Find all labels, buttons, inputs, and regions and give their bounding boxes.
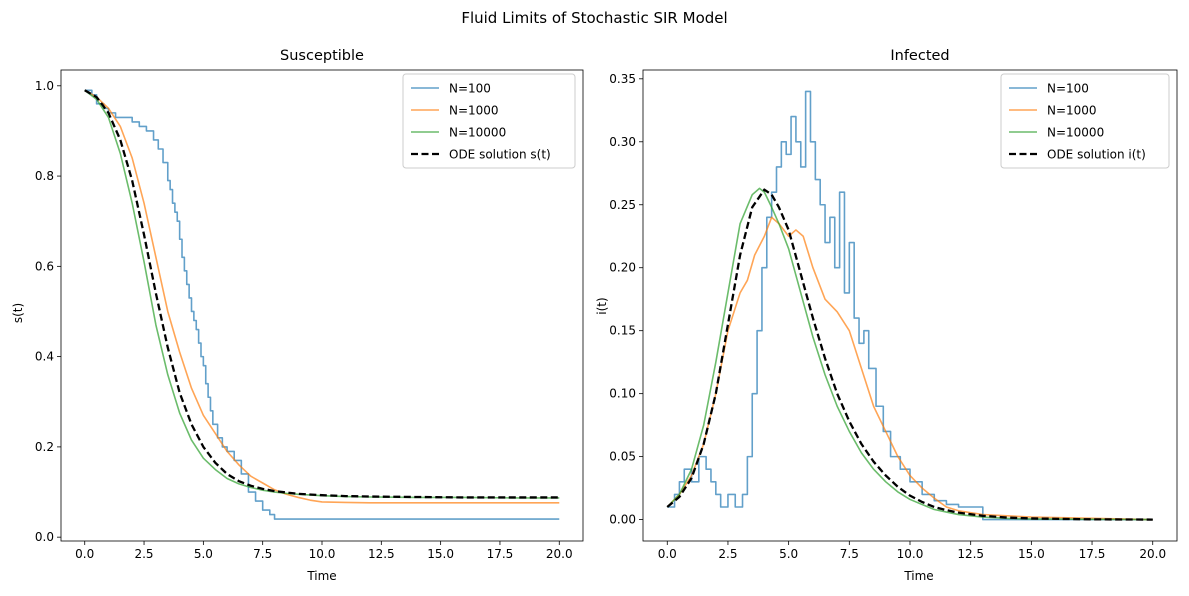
- infected-legend-label: N=1000: [1047, 104, 1097, 118]
- infected-chart-title: Infected: [890, 48, 949, 64]
- infected-y-tick-label: 0.35: [609, 72, 636, 86]
- susceptible-x-tick-label: 10.0: [309, 547, 336, 561]
- susceptible-plot-area: 0.0 2.5 5.0 7.5 10.0 12.5 15.0 17.5 20.0 0.0 0.2 0.…: [35, 69, 584, 561]
- infected-y-tick-label: 0.10: [609, 387, 636, 401]
- susceptible-x-tick-label: 12.5: [368, 547, 395, 561]
- susceptible-y-tick-label: 0.0: [35, 530, 54, 544]
- susceptible-legend-label: N=100: [449, 82, 491, 96]
- susceptible-series-line-3: [84, 89, 560, 499]
- infected-y-tick-label: 0.15: [609, 324, 636, 338]
- infected-legend-box: [1000, 73, 1170, 169]
- susceptible-x-tick-label: 17.5: [487, 547, 514, 561]
- susceptible-legend-label: N=1000: [449, 104, 499, 118]
- infected-x-axis-label: Time: [903, 569, 933, 583]
- infected-x-tick-label: 17.5: [1079, 547, 1106, 561]
- infected-x-tick-label: 12.5: [957, 547, 984, 561]
- infected-y-tick-label: 0.05: [609, 450, 636, 464]
- susceptible-y-tick-label: 0.6: [35, 259, 54, 273]
- infected-legend-label: ODE solution i(t): [1047, 148, 1146, 162]
- infected-y-tick-label: 0.25: [609, 198, 636, 212]
- susceptible-legend-label: N=10000: [449, 126, 506, 140]
- susceptible-series-line-0: [84, 89, 560, 520]
- infected-legend-label: N=10000: [1047, 126, 1104, 140]
- infected-y-tick-label: 0.20: [609, 261, 636, 275]
- susceptible-x-tick-label: 2.5: [134, 547, 153, 561]
- infected-series-line-2: [666, 187, 1153, 521]
- infected-x-tick-label: 7.5: [840, 547, 859, 561]
- infected-y-tick-label: 0.30: [609, 135, 636, 149]
- susceptible-series-line-1: [84, 89, 560, 504]
- susceptible-x-axis-label: Time: [306, 569, 336, 583]
- infected-legend: N=100 N=1000 N=10000 ODE solution i(t): [1000, 73, 1170, 169]
- infected-x-tick-label: 0.0: [658, 547, 677, 561]
- infected-x-tick-label: 20.0: [1139, 547, 1166, 561]
- susceptible-x-tick-label: 5.0: [194, 547, 213, 561]
- infected-series-line-3: [666, 188, 1153, 521]
- susceptible-y-tick-label: 0.4: [35, 350, 54, 364]
- susceptible-legend-box: [402, 73, 576, 169]
- susceptible-x-tick-label: 15.0: [427, 547, 454, 561]
- susceptible-x-tick-label: 20.0: [546, 547, 573, 561]
- infected-plot-area: 0.0 2.5 5.0 7.5 10.0 12.5 15.0 17.5 20.0 0.00 0.05…: [609, 69, 1178, 561]
- susceptible-y-tick-label: 0.2: [35, 440, 54, 454]
- infected-series-line-1: [666, 216, 1153, 521]
- infected-chart: Infected Time i(t) 0.0 2.5 5.0 7.5 10.0 12.5 1…: [595, 48, 1178, 583]
- susceptible-y-tick-label: 0.8: [35, 169, 54, 183]
- infected-x-tick-label: 5.0: [779, 547, 798, 561]
- susceptible-x-tick-label: 0.0: [75, 547, 94, 561]
- infected-y-tick-label: 0.00: [609, 513, 636, 527]
- infected-series-line-0: [667, 90, 1153, 521]
- susceptible-y-axis-label: s(t): [11, 303, 25, 323]
- infected-legend-label: N=100: [1047, 82, 1089, 96]
- susceptible-y-tick-label: 1.0: [35, 79, 54, 93]
- infected-x-tick-label: 2.5: [718, 547, 737, 561]
- susceptible-chart-title: Susceptible: [280, 48, 364, 64]
- infected-x-tick-label: 10.0: [897, 547, 924, 561]
- susceptible-chart: Susceptible Time s(t) 0.0 2.5 5.0 7.5 10.0 12…: [11, 48, 584, 583]
- susceptible-x-tick-label: 7.5: [253, 547, 272, 561]
- susceptible-legend-label: ODE solution s(t): [449, 148, 551, 162]
- infected-y-axis-label: i(t): [595, 297, 609, 314]
- figure-suptitle: Fluid Limits of Stochastic SIR Model: [461, 9, 727, 27]
- infected-x-tick-label: 15.0: [1018, 547, 1045, 561]
- susceptible-legend: N=100 N=1000 N=10000 ODE solution s(t): [402, 73, 576, 169]
